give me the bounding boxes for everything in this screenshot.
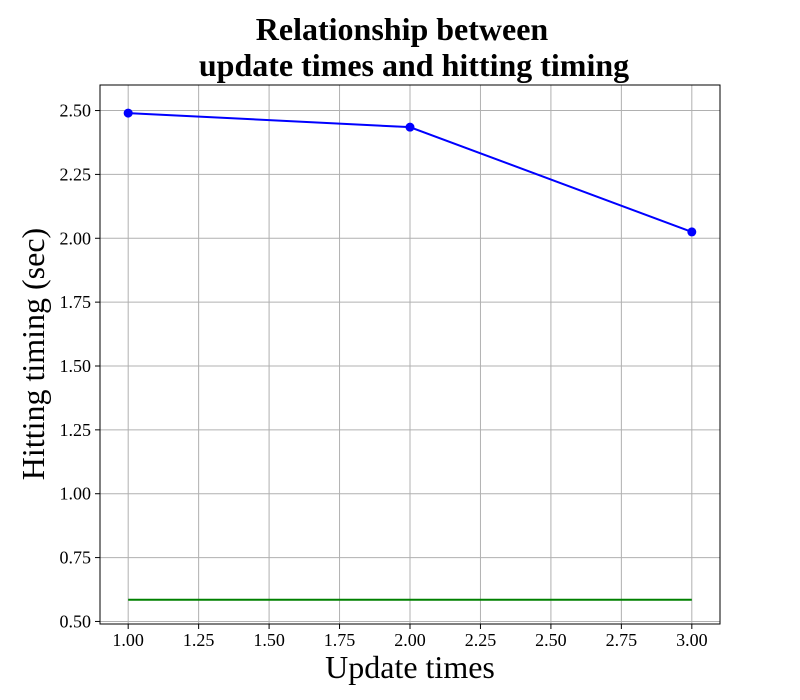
y-tick-label: 2.25 [60, 164, 92, 184]
y-tick-label: 1.25 [60, 420, 92, 440]
chart-title-line-2: update times and hitting timing [199, 47, 629, 83]
y-tick-label: 2.00 [60, 228, 92, 248]
y-axis-ticks: 0.50 0.75 1.00 1.25 1.50 1.75 2.00 2.25 2.50 [60, 101, 100, 631]
data-point [405, 122, 415, 132]
y-tick-label: 2.50 [60, 101, 92, 121]
x-tick-label: 1.50 [253, 630, 285, 650]
x-tick-label: 2.50 [535, 630, 567, 650]
data-point [687, 227, 697, 237]
y-tick-label: 1.75 [60, 292, 92, 312]
x-axis-ticks: 1.00 1.25 1.50 1.75 2.00 2.25 2.50 2.75 3.00 [112, 624, 708, 650]
x-tick-label: 2.25 [465, 630, 497, 650]
chart-title: Relationship between update times and hi… [199, 11, 629, 83]
x-tick-label: 1.00 [112, 630, 144, 650]
x-axis-label: Update times [325, 649, 495, 685]
y-tick-label: 1.00 [60, 484, 92, 504]
x-tick-label: 2.00 [394, 630, 426, 650]
y-axis-label: Hitting timing (sec) [15, 228, 51, 480]
y-tick-label: 1.50 [60, 356, 92, 376]
y-tick-label: 0.50 [60, 611, 92, 631]
chart-title-line-1: Relationship between [256, 11, 549, 47]
x-tick-label: 3.00 [676, 630, 708, 650]
x-tick-label: 1.25 [183, 630, 215, 650]
series-layer [123, 108, 697, 601]
y-tick-label: 0.75 [60, 548, 92, 568]
grid-layer [100, 85, 720, 624]
x-tick-label: 2.75 [606, 630, 638, 650]
data-point [123, 108, 133, 118]
x-tick-label: 1.75 [324, 630, 356, 650]
